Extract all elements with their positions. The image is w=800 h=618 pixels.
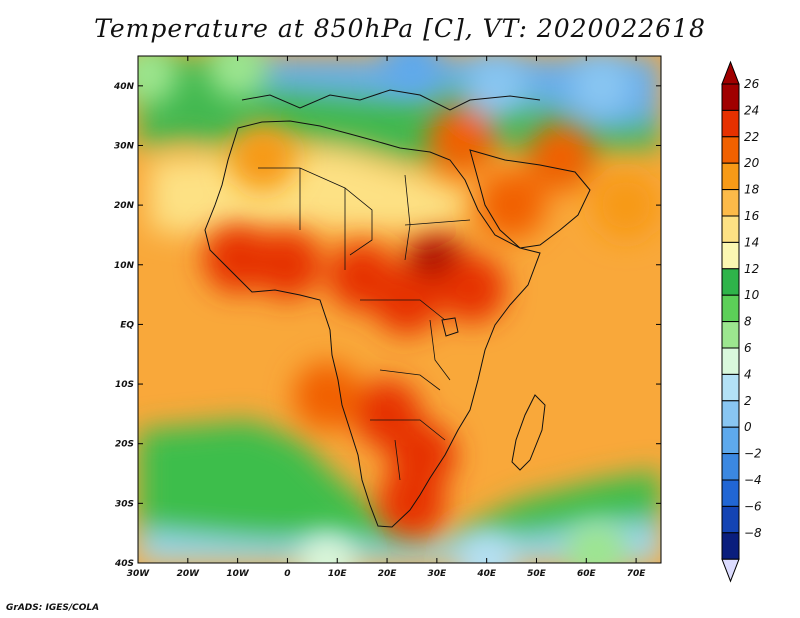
colorbar-swatch-3 (721, 162, 740, 191)
colorbar-swatch-8 (721, 294, 740, 323)
colorbar-label-1: 24 (744, 103, 759, 117)
arabia-coastline (469, 149, 591, 249)
colorbar-label-12: 2 (744, 394, 752, 408)
hotspot-12 (527, 123, 596, 192)
plot-frame (137, 55, 662, 564)
colorbar-label-17: −8 (744, 526, 762, 540)
coldspot-2 (571, 56, 632, 116)
colorbar-swatch-15 (721, 479, 740, 507)
colorbar-label-2: 22 (744, 130, 759, 144)
colorbar-label-0: 26 (744, 77, 760, 91)
south-cool-band (138, 420, 661, 563)
colorbar-label-4: 18 (744, 183, 760, 197)
lat-label-0: 40N (113, 82, 135, 92)
lat-label-2: 20N (114, 201, 135, 211)
lon-label-1: 20W (177, 569, 201, 579)
colorbar-label-8: 10 (744, 288, 760, 302)
colorbar-label-3: 20 (744, 156, 760, 170)
colorbar-swatch-7 (721, 268, 740, 296)
coldspot-1 (466, 56, 527, 116)
coastline-outline (204, 89, 591, 528)
colorbar-label-16: −6 (744, 499, 762, 513)
hotspot-8 (377, 469, 446, 538)
colorbar-label-9: 8 (744, 315, 752, 329)
map-title: Temperature at 850hPa [C], VT: 202002261… (94, 14, 706, 43)
temperature-field (138, 56, 661, 563)
colorbar-swatch-4 (721, 189, 740, 217)
colorbar-label-15: −4 (744, 473, 762, 487)
colorbar-label-6: 14 (744, 235, 759, 249)
lon-label-7: 40E (476, 569, 497, 579)
hotspot-14 (592, 171, 661, 240)
colorbar-swatch-5 (721, 215, 740, 243)
coldspot-7 (207, 56, 268, 98)
colorbar-swatch-12 (721, 400, 740, 428)
lat-label-4: EQ (120, 320, 134, 330)
hotspot-0 (203, 224, 272, 293)
border-lines (258, 167, 471, 481)
lat-label-3: 10N (114, 261, 135, 271)
colorbar-label-14: −2 (744, 447, 762, 461)
hotspot-13 (228, 123, 297, 192)
lat-label-1: 30N (114, 141, 135, 151)
lon-label-9: 60E (577, 569, 597, 579)
colorbar-swatch-11 (721, 373, 740, 402)
grads-credit: GrADS: IGES/COLA (6, 603, 100, 613)
lon-label-4: 10E (328, 569, 348, 579)
tick-marks (138, 56, 661, 563)
colorbar-label-11: 4 (744, 367, 752, 381)
coldspot-3 (138, 56, 178, 104)
longitude-tick-labels: 30W 20W 10W 0 10E 20E 30E 40E 50E 60E 70E (127, 569, 647, 579)
hotspot-5 (437, 254, 506, 323)
coldspot-0 (381, 56, 442, 98)
colorbar-label-7: 12 (744, 262, 759, 276)
coldspot-5 (297, 533, 358, 563)
colorbar-swatch-13 (721, 426, 740, 455)
colorbar-swatch-16 (721, 505, 740, 534)
north-blue-band (240, 56, 661, 125)
lon-label-3: 0 (284, 569, 290, 579)
hotspot-10 (477, 171, 546, 240)
lon-label-8: 50E (527, 569, 547, 579)
hotspot-9 (293, 361, 362, 430)
hotspot-11 (427, 105, 496, 174)
lake-victoria (441, 317, 459, 337)
south-blue-band (138, 520, 661, 563)
colorbar-swatch-17 (721, 532, 740, 560)
colorbar-label-5: 16 (744, 209, 760, 223)
colorbar-swatch-6 (721, 241, 740, 270)
lon-label-0: 30W (127, 569, 151, 579)
coldspot-6 (566, 521, 627, 563)
lat-label-7: 30S (115, 499, 134, 509)
colorbar-swatch-0 (721, 83, 740, 111)
colorbar-bottom-arrow (721, 558, 740, 583)
hotspot-1 (253, 230, 322, 299)
colorbar-swatch-10 (721, 347, 740, 375)
lon-label-2: 10W (226, 569, 250, 579)
colorbar-swatch-1 (721, 109, 740, 138)
lat-label-6: 20S (115, 440, 134, 450)
colorbar-swatch-2 (721, 136, 740, 164)
europe-coastline (241, 89, 541, 111)
lat-label-8: 40S (114, 559, 134, 569)
colorbar-label-13: 0 (744, 420, 752, 434)
lon-label-5: 20E (378, 569, 398, 579)
lat-label-5: 10S (115, 380, 134, 390)
latitude-tick-labels: 40N 30N 20N 10N EQ 10S 20S 30S 40S (113, 82, 135, 569)
colorbar-top-arrow (721, 60, 740, 85)
madagascar-coastline (511, 394, 546, 471)
africa-coastline (204, 120, 541, 528)
lon-label-10: 70E (627, 569, 647, 579)
colorbar-swatch-9 (721, 321, 740, 349)
hotspot-layer (138, 56, 661, 563)
colorbar-label-10: 6 (744, 341, 752, 355)
colorbar-swatch-14 (721, 453, 740, 481)
coldspot-4 (456, 533, 517, 563)
lon-label-6: 30E (428, 569, 448, 579)
hotspot-4 (372, 266, 441, 335)
